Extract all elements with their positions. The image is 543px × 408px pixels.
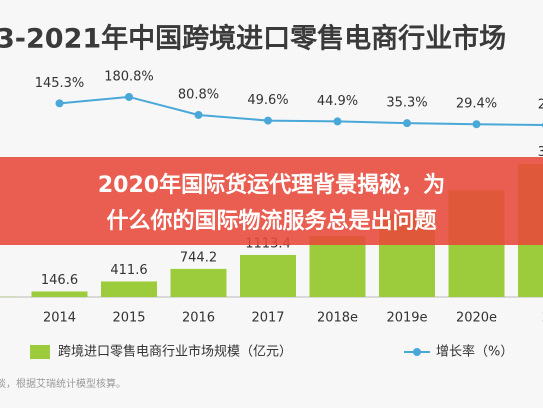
bar — [101, 281, 157, 297]
x-tick-label: 2017 — [251, 311, 284, 326]
data-label: 146.6 — [41, 273, 78, 288]
bar — [309, 236, 366, 297]
point — [264, 116, 272, 125]
x-tick-label: 2020e — [456, 311, 497, 326]
chart-title: 3-2021年中国跨境进口零售电商行业市场 — [0, 23, 506, 55]
line — [59, 95, 543, 126]
legend-label: 跨境进口零售电商行业市场规模（亿元） — [58, 344, 292, 360]
point — [194, 110, 203, 119]
banner-text: 什么你的国际物流服务总是出问题 — [106, 208, 437, 234]
banner-text: 2020年国际货运代理背景揭秘，为 — [98, 172, 445, 198]
x-tick-label: 2 — [542, 311, 543, 326]
bar — [240, 254, 296, 297]
x-tick-label: 2019e — [386, 311, 427, 326]
point — [125, 92, 133, 101]
point — [403, 119, 411, 128]
data-label: 180.8% — [104, 69, 154, 84]
note: 访谈，根据艾瑞统计模型核算。 — [0, 377, 126, 390]
data-label: 744.2 — [180, 250, 217, 265]
data-label: 145.3% — [35, 76, 85, 91]
data-label: 44.9% — [317, 94, 358, 109]
x-tick-label: 2015 — [112, 311, 145, 326]
point — [472, 120, 481, 129]
point — [333, 117, 342, 126]
x-tick-label: 2016 — [182, 311, 215, 326]
data-label: 35 — [538, 145, 543, 160]
banner — [0, 157, 543, 245]
legend-swatch — [30, 345, 50, 359]
x-tick-label: 2018e — [317, 311, 358, 326]
legend-swatch — [413, 348, 421, 356]
data-label: 49.6% — [247, 93, 288, 108]
point — [55, 99, 64, 108]
legend-label: 增长率（%） — [436, 344, 513, 360]
data-label: 80.8% — [178, 87, 219, 102]
x-tick-label: 2014 — [43, 311, 76, 326]
data-label: 25 — [538, 98, 543, 113]
data-label: 35.3% — [386, 96, 427, 111]
bar — [170, 268, 227, 297]
data-label: 411.6 — [110, 263, 147, 278]
data-label: 29.4% — [456, 97, 497, 112]
bar — [31, 291, 88, 297]
